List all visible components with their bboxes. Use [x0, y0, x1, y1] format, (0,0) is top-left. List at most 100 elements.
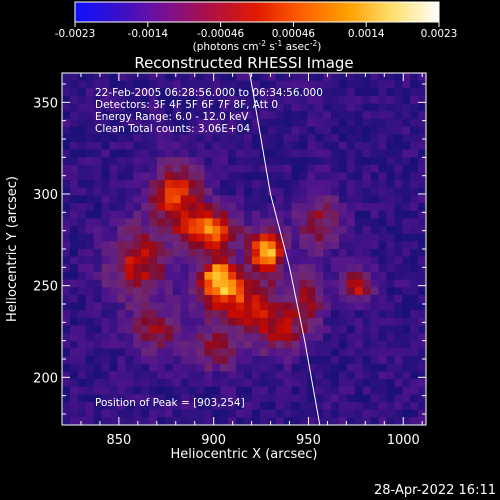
- heatmap-cell: [212, 348, 221, 357]
- heatmap-cell: [362, 402, 372, 411]
- heatmap-cell: [188, 264, 198, 273]
- heatmap-cell: [338, 264, 348, 273]
- heatmap-cell: [259, 256, 269, 265]
- heatmap-cell: [109, 287, 118, 296]
- heatmap-cell: [354, 203, 364, 212]
- heatmap-cell: [164, 287, 174, 296]
- heatmap-cell: [244, 180, 253, 189]
- heatmap-cell: [133, 302, 142, 311]
- heatmap-cell: [251, 241, 261, 250]
- heatmap-cell: [370, 402, 380, 411]
- heatmap-cell: [354, 180, 364, 189]
- heatmap-cell: [362, 271, 372, 281]
- heatmap-cell: [180, 379, 190, 388]
- heatmap-cell: [354, 302, 364, 311]
- heatmap-cell: [418, 256, 426, 265]
- heatmap-cell: [204, 325, 213, 334]
- heatmap-cell: [323, 279, 332, 288]
- heatmap-cell: [370, 333, 380, 342]
- heatmap-cell: [164, 233, 174, 242]
- heatmap-cell: [354, 348, 364, 357]
- heatmap-cell: [394, 279, 403, 288]
- heatmap-cell: [77, 149, 87, 158]
- heatmap-cell: [394, 302, 403, 311]
- heatmap-cell: [236, 271, 245, 281]
- heatmap-cell: [77, 233, 87, 242]
- heatmap-cell: [101, 325, 111, 334]
- colorbar-units: (photons cm-2 s-1 asec-2): [193, 39, 322, 53]
- heatmap-cell: [220, 264, 229, 273]
- heatmap-cell: [275, 141, 285, 151]
- heatmap-cell: [228, 264, 237, 273]
- heatmap-cell: [323, 226, 332, 235]
- heatmap-cell: [228, 379, 237, 388]
- heatmap-cell: [93, 233, 103, 242]
- heatmap-cell: [331, 80, 340, 89]
- heatmap-cell: [307, 218, 316, 227]
- heatmap-cell: [141, 141, 150, 151]
- heatmap-cell: [291, 402, 300, 411]
- heatmap-cell: [315, 310, 324, 319]
- heatmap-cell: [125, 187, 134, 197]
- heatmap-cell: [77, 134, 87, 143]
- heatmap-cell: [93, 386, 103, 395]
- heatmap-cell: [307, 157, 316, 166]
- heatmap-cell: [149, 317, 158, 327]
- heatmap-cell: [338, 371, 348, 380]
- heatmap-cell: [109, 157, 118, 166]
- heatmap-cell: [109, 126, 118, 135]
- heatmap-cell: [283, 73, 293, 82]
- heatmap-cell: [196, 73, 206, 82]
- heatmap-cell: [259, 180, 269, 189]
- heatmap-cell: [101, 271, 111, 281]
- heatmap-cell: [204, 340, 213, 350]
- colorbar-tick-label: -0.00046: [197, 28, 245, 40]
- heatmap-cell: [418, 402, 426, 411]
- heatmap-cell: [101, 417, 111, 425]
- heatmap-cell: [133, 172, 142, 181]
- heatmap-cell: [418, 264, 426, 273]
- heatmap-cell: [323, 126, 332, 135]
- heatmap-cell: [188, 134, 198, 143]
- heatmap-cell: [402, 317, 411, 327]
- heatmap-cell: [267, 111, 277, 120]
- heatmap-cell: [196, 149, 206, 158]
- heatmap-cell: [172, 88, 182, 97]
- heatmap-cell: [196, 409, 206, 418]
- heatmap-cell: [244, 394, 253, 403]
- heatmap-cell: [156, 409, 166, 418]
- heatmap-cell: [418, 103, 426, 112]
- heatmap-cell: [156, 164, 166, 174]
- heatmap-cell: [323, 294, 332, 304]
- heatmap-cell: [180, 371, 190, 380]
- heatmap-cell: [315, 256, 324, 265]
- heatmap-cell: [188, 180, 198, 189]
- heatmap-cell: [188, 226, 198, 235]
- heatmap-cell: [188, 371, 198, 380]
- heatmap-cell: [323, 172, 332, 181]
- heatmap-cell: [109, 409, 118, 418]
- heatmap-cell: [394, 118, 403, 128]
- heatmap-cell: [267, 363, 277, 373]
- heatmap-cell: [69, 203, 79, 212]
- heatmap-cell: [101, 157, 111, 166]
- heatmap-cell: [117, 348, 126, 357]
- heatmap-cell: [212, 195, 221, 204]
- info-clean-counts: Clean Total counts: 3.06E+04: [95, 123, 250, 135]
- heatmap-cell: [259, 111, 269, 120]
- heatmap-cell: [212, 118, 221, 128]
- heatmap-cell: [315, 294, 324, 304]
- heatmap-cell: [338, 141, 348, 151]
- heatmap-cell: [394, 141, 403, 151]
- heatmap-cell: [315, 226, 324, 235]
- heatmap-cell: [172, 371, 182, 380]
- heatmap-cell: [180, 325, 190, 334]
- heatmap-cell: [331, 203, 340, 212]
- heatmap-cell: [141, 340, 150, 350]
- heatmap-cell: [149, 118, 158, 128]
- heatmap-cell: [338, 80, 348, 89]
- heatmap-cell: [283, 325, 293, 334]
- heatmap-cell: [236, 264, 245, 273]
- heatmap-cell: [346, 271, 356, 281]
- heatmap-cell: [323, 348, 332, 357]
